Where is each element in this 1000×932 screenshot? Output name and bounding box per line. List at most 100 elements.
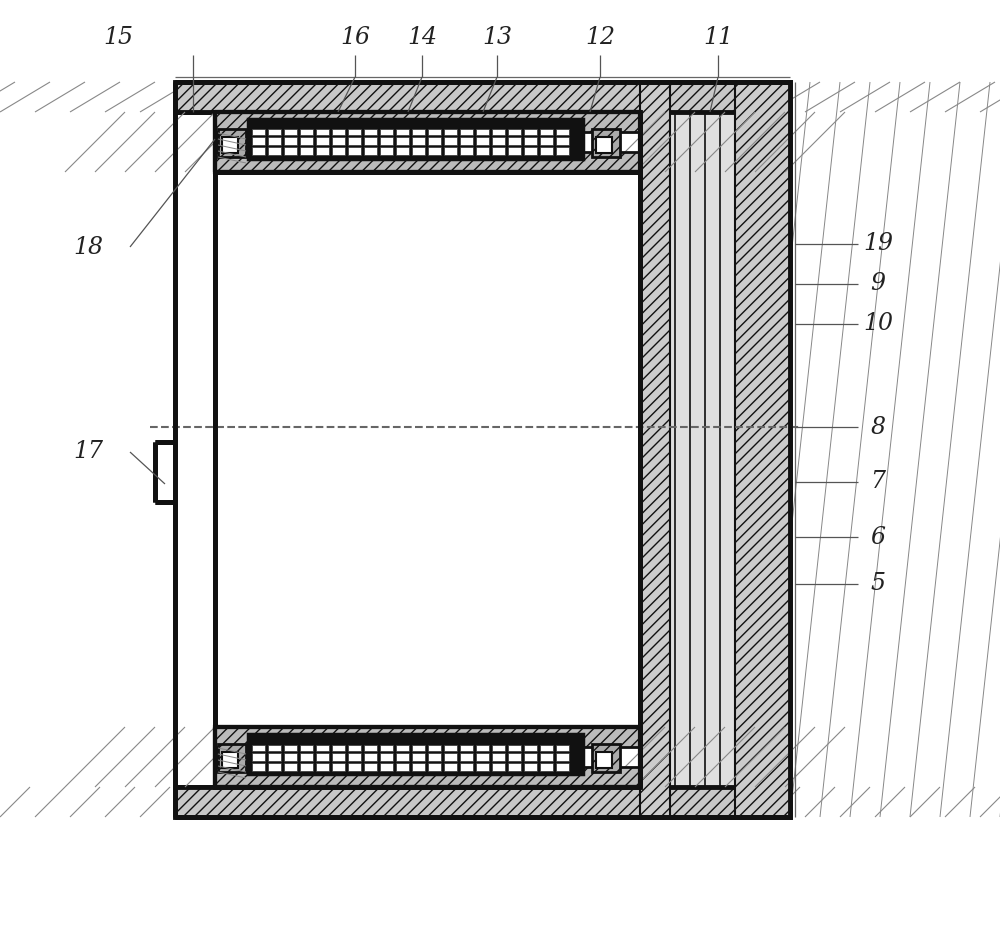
Bar (556, 763, 569, 771)
Bar (412, 763, 425, 771)
Bar (252, 753, 265, 761)
Bar (735, 82, 790, 817)
Text: 6: 6 (870, 526, 886, 549)
Text: 12: 12 (585, 25, 615, 48)
Bar (492, 129, 505, 135)
Bar (215, 112, 640, 132)
Text: 9: 9 (870, 272, 886, 295)
Bar (444, 147, 457, 155)
Bar (316, 129, 329, 135)
Bar (508, 753, 521, 761)
Bar (540, 137, 553, 145)
Bar (222, 137, 238, 153)
Bar (380, 763, 393, 771)
Bar (428, 745, 441, 751)
Bar (540, 147, 553, 155)
Bar (412, 753, 425, 761)
Bar (640, 82, 790, 817)
Bar (428, 753, 441, 761)
Bar (364, 129, 377, 135)
Bar (300, 745, 313, 751)
Text: 14: 14 (407, 25, 437, 48)
Bar (364, 753, 377, 761)
Bar (215, 767, 640, 787)
Bar (284, 129, 297, 135)
Bar (348, 745, 361, 751)
Text: 10: 10 (863, 312, 893, 336)
Bar (476, 129, 489, 135)
Bar (215, 152, 640, 172)
Bar (508, 147, 521, 155)
Bar (444, 763, 457, 771)
Bar (428, 129, 441, 135)
Bar (380, 753, 393, 761)
Bar (348, 763, 361, 771)
Bar (508, 129, 521, 135)
Bar (556, 129, 569, 135)
Bar (444, 129, 457, 135)
Text: 7: 7 (870, 471, 886, 494)
Bar (364, 147, 377, 155)
Bar (556, 137, 569, 145)
Bar (476, 147, 489, 155)
Bar (380, 137, 393, 145)
Bar (252, 763, 265, 771)
Bar (300, 147, 313, 155)
Bar (428, 147, 441, 155)
Bar (268, 763, 281, 771)
Bar (348, 147, 361, 155)
Bar (316, 753, 329, 761)
Bar (524, 763, 537, 771)
Bar (460, 129, 473, 135)
Bar (300, 137, 313, 145)
Bar (592, 744, 620, 772)
Bar (332, 745, 345, 751)
Bar (556, 147, 569, 155)
Bar (284, 763, 297, 771)
Bar (460, 745, 473, 751)
Bar (332, 763, 345, 771)
Bar (252, 147, 265, 155)
Bar (380, 745, 393, 751)
Text: 5: 5 (870, 572, 886, 596)
Bar (364, 763, 377, 771)
Bar (364, 137, 377, 145)
Bar (412, 137, 425, 145)
Bar (460, 753, 473, 761)
Text: 18: 18 (73, 236, 103, 258)
Bar (556, 753, 569, 761)
Bar (332, 137, 345, 145)
Bar (300, 763, 313, 771)
Bar (428, 137, 441, 145)
Bar (492, 147, 505, 155)
Bar (284, 137, 297, 145)
Bar (492, 745, 505, 751)
Bar (396, 147, 409, 155)
Bar (476, 745, 489, 751)
Bar (300, 753, 313, 761)
Text: 15: 15 (103, 25, 133, 48)
Bar (268, 129, 281, 135)
Bar (316, 137, 329, 145)
Bar (396, 745, 409, 751)
Bar (524, 129, 537, 135)
Bar (444, 753, 457, 761)
Text: 13: 13 (482, 25, 512, 48)
Bar (524, 753, 537, 761)
Bar (592, 129, 620, 157)
Bar (476, 137, 489, 145)
Bar (248, 734, 583, 774)
Bar (175, 787, 790, 817)
Bar (332, 147, 345, 155)
Bar (460, 137, 473, 145)
Text: 17: 17 (73, 441, 103, 463)
Bar (412, 147, 425, 155)
Bar (268, 753, 281, 761)
Bar (268, 147, 281, 155)
Bar (252, 129, 265, 135)
Bar (396, 137, 409, 145)
Bar (316, 147, 329, 155)
Bar (316, 745, 329, 751)
Bar (284, 753, 297, 761)
Bar (428, 763, 441, 771)
